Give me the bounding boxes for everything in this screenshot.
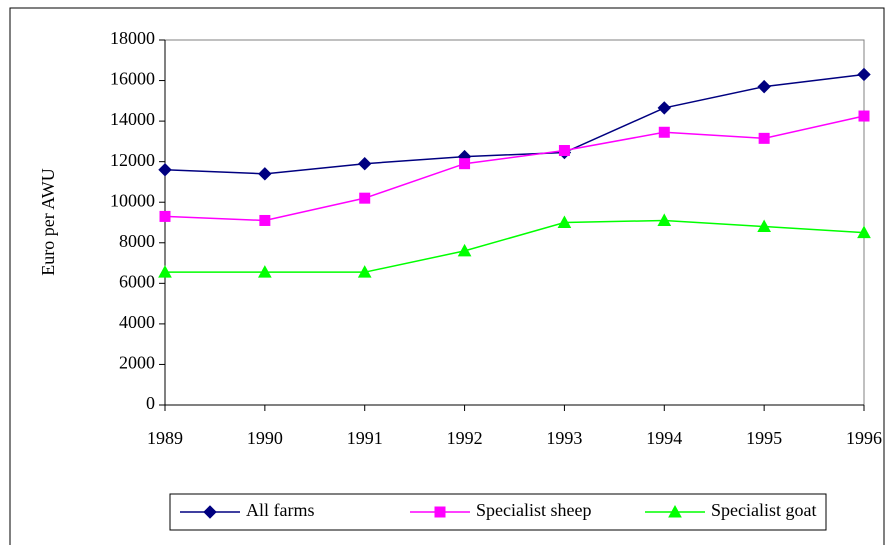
marker bbox=[459, 158, 471, 170]
y-tick-label: 18000 bbox=[110, 28, 155, 48]
x-tick-label: 1989 bbox=[147, 428, 183, 448]
marker bbox=[434, 506, 446, 518]
marker bbox=[259, 214, 271, 226]
marker bbox=[158, 163, 172, 177]
marker bbox=[758, 132, 770, 144]
chart-frame bbox=[9, 7, 885, 545]
marker bbox=[657, 213, 672, 226]
y-tick-label: 16000 bbox=[110, 69, 155, 89]
series-line bbox=[165, 219, 865, 273]
y-tick-label: 6000 bbox=[119, 271, 155, 291]
legend-label: All farms bbox=[246, 500, 314, 520]
marker bbox=[457, 243, 472, 257]
marker bbox=[757, 79, 771, 94]
marker bbox=[158, 265, 172, 278]
marker bbox=[657, 101, 671, 115]
marker bbox=[557, 215, 572, 228]
series-line bbox=[164, 115, 865, 222]
marker bbox=[258, 167, 272, 181]
marker bbox=[258, 265, 272, 278]
y-tick-label: 2000 bbox=[119, 353, 155, 373]
marker bbox=[558, 145, 570, 157]
y-tick-label: 8000 bbox=[119, 231, 155, 251]
y-axis-label: Euro per AWU bbox=[38, 168, 58, 276]
legend-label: Specialist goat bbox=[711, 500, 816, 520]
marker bbox=[357, 265, 372, 278]
marker bbox=[668, 504, 682, 518]
x-tick-label: 1990 bbox=[247, 428, 283, 448]
legend-box bbox=[169, 493, 827, 531]
legend-label: Specialist sheep bbox=[476, 500, 591, 520]
x-tick-label: 1996 bbox=[846, 428, 882, 448]
marker bbox=[757, 219, 771, 233]
marker bbox=[203, 505, 217, 519]
marker bbox=[159, 210, 171, 222]
y-tick-label: 10000 bbox=[110, 190, 155, 210]
x-tick-label: 1993 bbox=[546, 428, 582, 448]
x-tick-label: 1995 bbox=[746, 428, 782, 448]
y-tick-label: 12000 bbox=[110, 150, 155, 170]
marker bbox=[658, 126, 670, 138]
marker bbox=[857, 67, 871, 82]
series-line bbox=[164, 73, 865, 175]
y-tick-label: 0 bbox=[146, 393, 155, 413]
marker bbox=[358, 156, 372, 171]
marker bbox=[359, 192, 371, 204]
y-tick-label: 4000 bbox=[119, 312, 155, 332]
marker bbox=[857, 225, 871, 239]
x-tick-label: 1991 bbox=[347, 428, 383, 448]
marker bbox=[858, 110, 870, 122]
x-tick-label: 1994 bbox=[646, 428, 682, 448]
y-tick-label: 14000 bbox=[110, 109, 155, 129]
x-tick-label: 1992 bbox=[447, 428, 483, 448]
